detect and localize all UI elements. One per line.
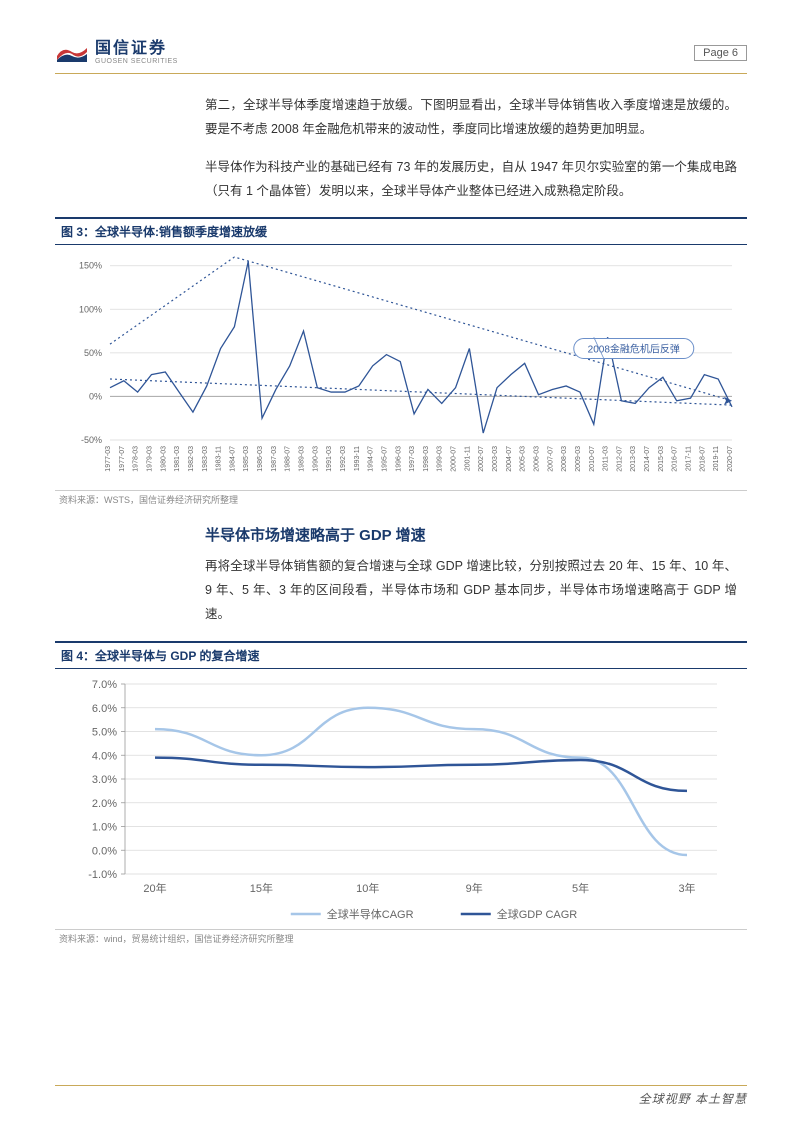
figure-3-source: 资料来源：WSTS，国信证券经济研究所整理 xyxy=(55,490,747,506)
svg-text:7.0%: 7.0% xyxy=(92,679,117,691)
svg-text:2006-03: 2006-03 xyxy=(533,446,540,472)
svg-text:2020-07: 2020-07 xyxy=(727,446,734,472)
svg-text:2008-03: 2008-03 xyxy=(561,446,568,472)
svg-text:9年: 9年 xyxy=(466,881,483,895)
svg-text:2014-07: 2014-07 xyxy=(644,446,651,472)
body-text-block-2: 再将全球半导体销售额的复合增速与全球 GDP 增速比较，分别按照过去 20 年、… xyxy=(205,555,737,626)
page-header: 国信证券 GUOSEN SECURITIES Page 6 xyxy=(55,40,747,65)
paragraph-1: 第二，全球半导体季度增速趋于放缓。下图明显看出，全球半导体销售收入季度增速是放缓… xyxy=(205,94,737,142)
header-divider xyxy=(55,73,747,74)
paragraph-2: 半导体作为科技产业的基础已经有 73 年的发展历史，自从 1947 年贝尔实验室… xyxy=(205,156,737,204)
svg-text:2000-07: 2000-07 xyxy=(451,446,458,472)
svg-text:1983-11: 1983-11 xyxy=(216,446,223,471)
svg-text:1996-03: 1996-03 xyxy=(395,446,402,472)
svg-text:1985-03: 1985-03 xyxy=(243,446,250,472)
svg-text:1994-07: 1994-07 xyxy=(368,446,375,472)
svg-text:2012-07: 2012-07 xyxy=(616,446,623,472)
svg-text:100%: 100% xyxy=(79,305,102,315)
svg-text:全球GDP CAGR: 全球GDP CAGR xyxy=(497,907,578,921)
svg-text:2016-07: 2016-07 xyxy=(672,446,679,472)
svg-text:1978-03: 1978-03 xyxy=(133,446,140,472)
svg-text:2005-03: 2005-03 xyxy=(520,446,527,472)
svg-text:15年: 15年 xyxy=(250,881,273,895)
svg-text:-50%: -50% xyxy=(81,435,102,445)
page-footer: 全球视野 本土智慧 xyxy=(55,1085,747,1107)
svg-text:2010-07: 2010-07 xyxy=(589,446,596,472)
svg-text:1998-03: 1998-03 xyxy=(423,446,430,472)
svg-text:0%: 0% xyxy=(89,392,102,402)
svg-text:2007-07: 2007-07 xyxy=(547,446,554,472)
svg-text:2018-07: 2018-07 xyxy=(699,446,706,472)
svg-text:1995-07: 1995-07 xyxy=(381,446,388,472)
svg-text:1979-03: 1979-03 xyxy=(146,446,153,472)
svg-text:1987-03: 1987-03 xyxy=(271,446,278,472)
svg-text:全球半导体CAGR: 全球半导体CAGR xyxy=(327,907,414,921)
figure-4: 图 4：全球半导体与 GDP 的复合增速 -1.0% 0.0% 1.0% 2.0% 3.… xyxy=(55,641,747,945)
footer-text: 全球视野 本土智慧 xyxy=(55,1090,747,1107)
svg-text:1997-03: 1997-03 xyxy=(409,446,416,472)
svg-text:5.0%: 5.0% xyxy=(92,726,117,738)
footer-divider xyxy=(55,1085,747,1086)
svg-text:2.0%: 2.0% xyxy=(92,797,117,809)
svg-text:6.0%: 6.0% xyxy=(92,702,117,714)
svg-text:2002-07: 2002-07 xyxy=(478,446,485,472)
figure-4-canvas: -1.0% 0.0% 1.0% 2.0% 3.0% 4.0% 5.0% 6.0% 7.0% 20年… xyxy=(55,669,747,929)
svg-text:1984-07: 1984-07 xyxy=(229,446,236,472)
figure-4-chart: -1.0% 0.0% 1.0% 2.0% 3.0% 4.0% 5.0% 6.0% 7.0% 20年… xyxy=(55,669,747,929)
svg-text:10年: 10年 xyxy=(356,881,379,895)
svg-text:0.0%: 0.0% xyxy=(92,845,117,857)
svg-text:1977-03: 1977-03 xyxy=(105,446,112,472)
svg-text:1991-03: 1991-03 xyxy=(326,446,333,472)
svg-text:1986-03: 1986-03 xyxy=(257,446,264,472)
company-logo: 国信证券 GUOSEN SECURITIES xyxy=(55,40,178,65)
svg-text:150%: 150% xyxy=(79,261,102,271)
figure-4-title: 图 4：全球半导体与 GDP 的复合增速 xyxy=(55,641,747,669)
svg-text:1988-07: 1988-07 xyxy=(285,446,292,472)
svg-text:2004-07: 2004-07 xyxy=(506,446,513,472)
svg-text:2001-11: 2001-11 xyxy=(464,446,471,471)
svg-text:2009-03: 2009-03 xyxy=(575,446,582,472)
figure-3: 图 3：全球半导体:销售额季度增速放缓 -50% 0% 50% 100% 150% 197… xyxy=(55,217,747,506)
page-number: Page 6 xyxy=(694,45,747,61)
svg-text:1977-07: 1977-07 xyxy=(119,446,126,472)
svg-text:2013-03: 2013-03 xyxy=(630,446,637,472)
figure-3-chart: -50% 0% 50% 100% 150% 1977-03 1977-07 1978-03 19… xyxy=(55,245,747,490)
svg-text:2011-03: 2011-03 xyxy=(603,446,610,471)
svg-text:50%: 50% xyxy=(84,348,102,358)
svg-text:3.0%: 3.0% xyxy=(92,774,117,786)
body-text-block-1: 第二，全球半导体季度增速趋于放缓。下图明显看出，全球半导体销售收入季度增速是放缓… xyxy=(205,94,737,203)
section-2-title: 半导体市场增速略高于 GDP 增速 xyxy=(205,524,737,545)
svg-text:2015-03: 2015-03 xyxy=(658,446,665,472)
svg-text:1982-03: 1982-03 xyxy=(188,446,195,472)
svg-text:20年: 20年 xyxy=(143,881,166,895)
svg-text:2019-11: 2019-11 xyxy=(713,446,720,471)
svg-text:5年: 5年 xyxy=(572,881,589,895)
svg-text:2003-03: 2003-03 xyxy=(492,446,499,472)
logo-text-cn: 国信证券 xyxy=(95,40,178,58)
logo-icon xyxy=(55,42,89,64)
logo-text-en: GUOSEN SECURITIES xyxy=(95,58,178,66)
figure-4-source: 资料来源：wind，贸易统计组织，国信证券经济研究所整理 xyxy=(55,929,747,945)
svg-text:1.0%: 1.0% xyxy=(92,821,117,833)
svg-text:1999-03: 1999-03 xyxy=(437,446,444,472)
svg-text:1983-03: 1983-03 xyxy=(202,446,209,472)
paragraph-3: 再将全球半导体销售额的复合增速与全球 GDP 增速比较，分别按照过去 20 年、… xyxy=(205,555,737,626)
svg-text:3年: 3年 xyxy=(678,881,695,895)
svg-text:1990-03: 1990-03 xyxy=(312,446,319,472)
figure-3-title: 图 3：全球半导体:销售额季度增速放缓 xyxy=(55,217,747,245)
svg-text:2017-11: 2017-11 xyxy=(686,446,693,471)
svg-text:1993-11: 1993-11 xyxy=(354,446,361,471)
svg-text:1992-03: 1992-03 xyxy=(340,446,347,472)
svg-text:1981-03: 1981-03 xyxy=(174,446,181,472)
svg-text:1989-03: 1989-03 xyxy=(299,446,306,472)
svg-text:4.0%: 4.0% xyxy=(92,750,117,762)
figure-3-canvas: -50% 0% 50% 100% 150% 1977-03 1977-07 1978-03 19… xyxy=(55,245,747,490)
svg-text:-1.0%: -1.0% xyxy=(88,869,117,881)
svg-text:1980-03: 1980-03 xyxy=(160,446,167,472)
